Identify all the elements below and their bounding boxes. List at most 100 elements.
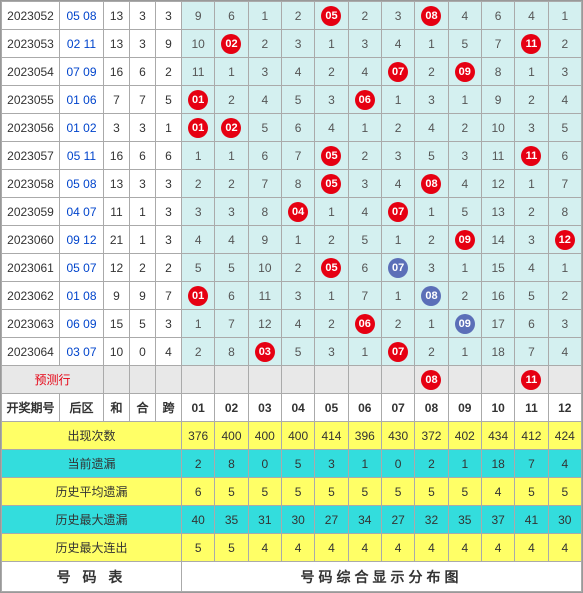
- stat-val-4: 4: [281, 534, 314, 562]
- num-cell-3: 4: [248, 86, 281, 114]
- stat-val-12: 30: [548, 506, 581, 534]
- num-cell-8: 08: [415, 170, 448, 198]
- num-cell-8: 2: [415, 58, 448, 86]
- stat-val-6: 396: [348, 422, 381, 450]
- hou-cell: 09 12: [60, 226, 104, 254]
- num-cell-5: 05: [315, 2, 348, 30]
- num-cell-1: 1: [182, 310, 215, 338]
- stat-val-9: 4: [448, 534, 481, 562]
- ball-red: 12: [555, 230, 575, 250]
- num-cell-9: 09: [448, 226, 481, 254]
- header-num-8: 08: [415, 394, 448, 422]
- predict-cell-7: [381, 366, 414, 394]
- ball-red: 08: [421, 370, 441, 390]
- heh-cell: 0: [130, 338, 156, 366]
- num-cell-6: 5: [348, 226, 381, 254]
- num-cell-11: 1: [515, 170, 548, 198]
- heh-cell: 7: [130, 86, 156, 114]
- period-cell: 2023057: [2, 142, 60, 170]
- hou-cell: 01 02: [60, 114, 104, 142]
- stat-val-3: 0: [248, 450, 281, 478]
- num-cell-3: 2: [248, 30, 281, 58]
- predict-cell-3: [248, 366, 281, 394]
- num-cell-10: 18: [481, 338, 514, 366]
- kua-cell: 3: [156, 170, 182, 198]
- stat-row: 当前遗漏2805310211874: [2, 450, 582, 478]
- data-row: 202305601 02331010256412421035: [2, 114, 582, 142]
- predict-cell-9: [448, 366, 481, 394]
- ball-red: 06: [355, 90, 375, 110]
- ball-red: 05: [321, 6, 341, 26]
- num-cell-5: 05: [315, 170, 348, 198]
- he-cell: 13: [104, 170, 130, 198]
- num-cell-3: 9: [248, 226, 281, 254]
- heh-cell: 1: [130, 226, 156, 254]
- stat-val-11: 7: [515, 450, 548, 478]
- stat-val-9: 1: [448, 450, 481, 478]
- stat-val-11: 5: [515, 478, 548, 506]
- num-cell-9: 5: [448, 198, 481, 226]
- heh-cell: 6: [130, 142, 156, 170]
- num-cell-4: 3: [281, 30, 314, 58]
- num-cell-6: 3: [348, 30, 381, 58]
- stat-val-8: 2: [415, 450, 448, 478]
- ball-red: 04: [288, 202, 308, 222]
- heh-cell: 3: [130, 30, 156, 58]
- stat-val-10: 4: [481, 534, 514, 562]
- heh-cell: 3: [130, 2, 156, 30]
- footer-left: 号 码 表: [2, 562, 182, 592]
- num-cell-3: 5: [248, 114, 281, 142]
- num-cell-6: 4: [348, 58, 381, 86]
- stat-val-6: 4: [348, 534, 381, 562]
- num-cell-6: 3: [348, 170, 381, 198]
- num-cell-9: 5: [448, 30, 481, 58]
- num-cell-7: 2: [381, 114, 414, 142]
- ball-blue: 09: [455, 314, 475, 334]
- predict-blank: [156, 366, 182, 394]
- stat-val-8: 32: [415, 506, 448, 534]
- num-cell-11: 11: [515, 30, 548, 58]
- stat-val-1: 40: [182, 506, 215, 534]
- kua-cell: 6: [156, 142, 182, 170]
- num-cell-3: 7: [248, 170, 281, 198]
- period-cell: 2023064: [2, 338, 60, 366]
- stat-row: 出现次数376400400400414396430372402434412424: [2, 422, 582, 450]
- num-cell-7: 07: [381, 338, 414, 366]
- data-row: 202306105 0712225510205607311541: [2, 254, 582, 282]
- header-num-9: 09: [448, 394, 481, 422]
- num-cell-12: 1: [548, 254, 581, 282]
- num-cell-4: 6: [281, 114, 314, 142]
- stat-val-6: 34: [348, 506, 381, 534]
- num-cell-5: 1: [315, 198, 348, 226]
- he-cell: 11: [104, 198, 130, 226]
- he-cell: 9: [104, 282, 130, 310]
- stat-val-7: 5: [381, 478, 414, 506]
- hou-cell: 05 08: [60, 2, 104, 30]
- predict-cell-5: [315, 366, 348, 394]
- ball-red: 09: [455, 62, 475, 82]
- num-cell-11: 3: [515, 114, 548, 142]
- footer-right: 号码综合显示分布图: [182, 562, 582, 592]
- ball-red: 11: [521, 370, 541, 390]
- num-cell-12: 6: [548, 142, 581, 170]
- hou-cell: 01 06: [60, 86, 104, 114]
- num-cell-1: 01: [182, 114, 215, 142]
- num-cell-1: 5: [182, 254, 215, 282]
- num-cell-8: 3: [415, 86, 448, 114]
- predict-cell-12: [548, 366, 581, 394]
- stat-val-2: 5: [215, 534, 248, 562]
- heh-cell: 3: [130, 114, 156, 142]
- num-cell-12: 3: [548, 310, 581, 338]
- header-he: 和: [104, 394, 130, 422]
- header-num-1: 01: [182, 394, 215, 422]
- num-cell-6: 2: [348, 2, 381, 30]
- hou-cell: 03 07: [60, 338, 104, 366]
- stat-val-5: 4: [315, 534, 348, 562]
- ball-red: 03: [255, 342, 275, 362]
- heh-cell: 1: [130, 198, 156, 226]
- data-row: 202306306 0915531712420621091763: [2, 310, 582, 338]
- ball-red: 06: [355, 314, 375, 334]
- stat-val-5: 27: [315, 506, 348, 534]
- num-cell-4: 2: [281, 254, 314, 282]
- ball-red: 01: [188, 90, 208, 110]
